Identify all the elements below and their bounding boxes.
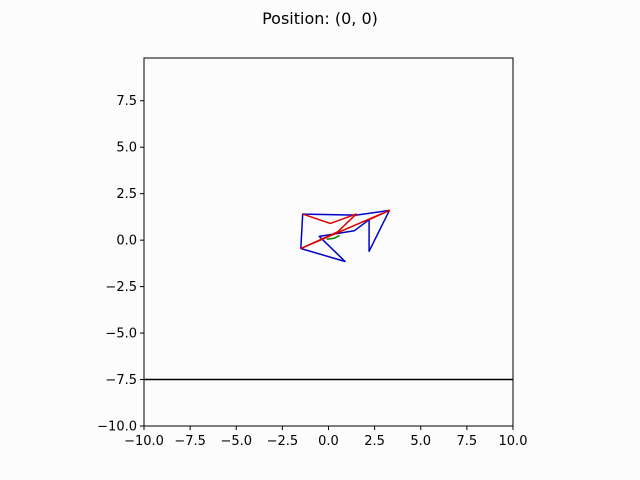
plot-marks — [144, 209, 513, 381]
y-tick-label: 5.0 — [116, 141, 137, 156]
y-tick-label: −7.5 — [105, 373, 137, 388]
x-axis: −10.0 −7.5 −5.0 −2.5 0.0 2.5 5.0 7.5 10.0 — [124, 426, 527, 449]
y-tick-label: 2.5 — [116, 187, 137, 202]
x-tick-label: −7.5 — [174, 434, 206, 449]
y-tick-label: −10.0 — [97, 420, 137, 435]
y-tick-label: 7.5 — [116, 94, 137, 109]
x-tick-label: −2.5 — [267, 434, 299, 449]
plot-area — [143, 57, 514, 427]
y-tick-label: 0.0 — [116, 234, 137, 249]
x-tick-label: 2.5 — [364, 434, 385, 449]
y-tick-label: −2.5 — [105, 280, 137, 295]
series-line-1 — [300, 209, 391, 250]
y-tick-label: −5.0 — [105, 327, 137, 342]
x-tick-label: 10.0 — [499, 434, 528, 449]
series-line-0 — [300, 209, 391, 263]
series-line-2 — [326, 234, 340, 240]
x-tick-label: −10.0 — [124, 434, 164, 449]
x-tick-label: −5.0 — [220, 434, 252, 449]
y-axis: −10.0 −7.5 −5.0 −2.5 0.0 2.5 5.0 7.5 — [97, 94, 144, 435]
x-tick-label: 7.5 — [457, 434, 478, 449]
x-tick-label: 0.0 — [318, 434, 339, 449]
x-tick-label: 5.0 — [410, 434, 431, 449]
chart-title: Position: (0, 0) — [262, 9, 378, 28]
